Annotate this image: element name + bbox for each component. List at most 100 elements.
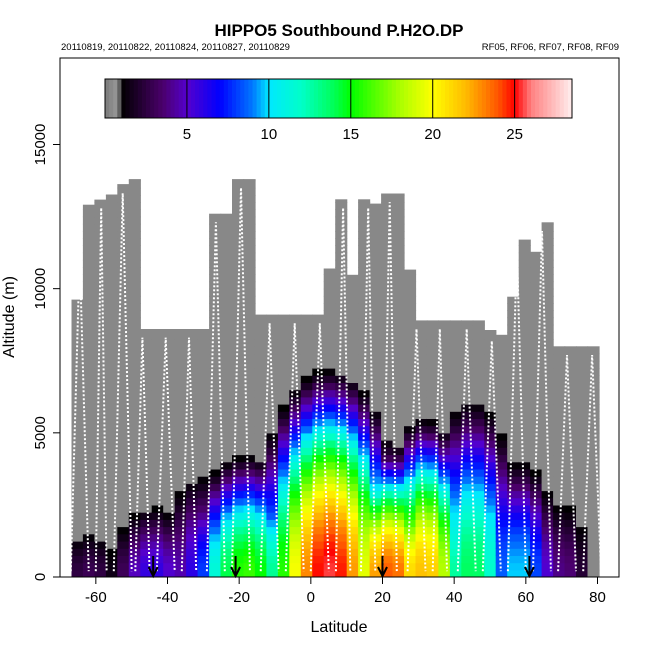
heatmap-cell — [381, 468, 394, 477]
heatmap-cell — [576, 447, 589, 456]
heatmap-cell — [163, 375, 176, 383]
heatmap-cell — [346, 562, 359, 571]
heatmap-cell — [243, 476, 256, 484]
colorbar-segment — [486, 79, 491, 118]
heatmap-cell — [220, 512, 233, 520]
heatmap-cell — [553, 411, 566, 419]
heatmap-cell — [392, 317, 405, 326]
heatmap-cell — [495, 454, 508, 463]
heatmap-cell — [71, 504, 84, 513]
heatmap-cell — [117, 440, 130, 448]
heatmap-cell — [243, 295, 256, 304]
heatmap-cell — [507, 476, 520, 484]
flight-track — [205, 222, 226, 572]
heatmap-cell — [243, 526, 256, 535]
heatmap-cell — [277, 331, 290, 340]
heatmap-cell — [507, 454, 520, 463]
heatmap-cell — [576, 425, 589, 434]
heatmap-cell — [312, 360, 325, 369]
heatmap-cell — [277, 490, 290, 499]
heatmap-cell — [323, 274, 336, 283]
heatmap-cell — [105, 216, 118, 225]
heatmap-cell — [346, 288, 359, 297]
heatmap-cell — [381, 404, 394, 412]
heatmap-cell — [415, 468, 428, 477]
heatmap-cell — [495, 334, 508, 340]
heatmap-cell — [266, 548, 279, 556]
heatmap-cell — [300, 360, 313, 369]
heatmap-cell — [82, 411, 95, 419]
colorbar-segment — [129, 79, 135, 118]
heatmap-cell — [232, 411, 245, 419]
heatmap-cell — [140, 526, 153, 535]
heatmap-cell — [209, 245, 222, 254]
heatmap-cell — [381, 288, 394, 297]
heatmap-cell — [461, 418, 474, 427]
heatmap-cell — [82, 541, 95, 549]
heatmap-cell — [392, 562, 405, 571]
heatmap-cell — [587, 411, 600, 419]
colorbar-segment — [404, 79, 409, 118]
heatmap-cell — [323, 331, 336, 340]
heatmap-cell — [381, 368, 394, 376]
heatmap-cell — [220, 562, 233, 571]
heatmap-cell — [381, 432, 394, 441]
heatmap-cell — [472, 555, 485, 564]
heatmap-cell — [232, 259, 245, 268]
heatmap-cell — [381, 497, 394, 506]
heatmap-cell — [426, 497, 439, 506]
heatmap-cell — [392, 411, 405, 419]
heatmap-cell — [472, 548, 485, 556]
heatmap-cell — [197, 454, 210, 463]
heatmap-cell — [472, 368, 485, 376]
colorbar-segment — [105, 79, 110, 118]
heatmap-cell — [576, 512, 589, 520]
heatmap-cell — [438, 396, 451, 405]
heatmap-cell — [507, 296, 520, 304]
heatmap-cell — [438, 548, 451, 556]
heatmap-cell — [174, 339, 187, 347]
heatmap-cell — [369, 252, 382, 261]
heatmap-cell — [449, 360, 462, 369]
heatmap-cell — [243, 245, 256, 254]
heatmap-cell — [140, 555, 153, 564]
heatmap-cell — [461, 425, 474, 434]
heatmap-cell — [438, 404, 451, 412]
heatmap-cell — [438, 324, 451, 333]
heatmap-cell — [243, 267, 256, 275]
heatmap-cell — [94, 541, 107, 549]
heatmap-cell — [323, 562, 336, 571]
heatmap-cell — [254, 324, 267, 333]
flight-track — [94, 207, 108, 572]
heatmap-cell — [404, 317, 417, 326]
heatmap-cell — [277, 425, 290, 434]
heatmap-cell — [381, 483, 394, 492]
waypoint-arrow-head — [147, 566, 159, 579]
heatmap-cell — [358, 519, 371, 528]
heatmap-cell — [358, 295, 371, 304]
heatmap-cell — [289, 454, 302, 463]
heatmap-cell — [128, 180, 141, 189]
heatmap-cell — [472, 476, 485, 484]
colorbar-segment — [309, 79, 315, 118]
flight-track — [456, 328, 477, 572]
colorbar-segment — [420, 79, 425, 118]
heatmap-cell — [392, 432, 405, 441]
heatmap-cell — [323, 339, 336, 347]
heatmap-cell — [243, 569, 256, 577]
heatmap-cell — [346, 303, 359, 311]
heatmap-cell — [358, 440, 371, 448]
heatmap-cell — [484, 461, 497, 470]
heatmap-cell — [254, 468, 267, 477]
heatmap-cell — [232, 512, 245, 520]
heatmap-cell — [472, 396, 485, 405]
colorbar-segment — [473, 79, 479, 118]
heatmap-cell — [438, 425, 451, 434]
heatmap-cell — [381, 193, 394, 196]
heatmap-cell — [358, 274, 371, 283]
heatmap-cell — [392, 245, 405, 254]
heatmap-cell — [174, 497, 187, 506]
heatmap-cell — [232, 490, 245, 499]
heatmap-cell — [174, 396, 187, 405]
